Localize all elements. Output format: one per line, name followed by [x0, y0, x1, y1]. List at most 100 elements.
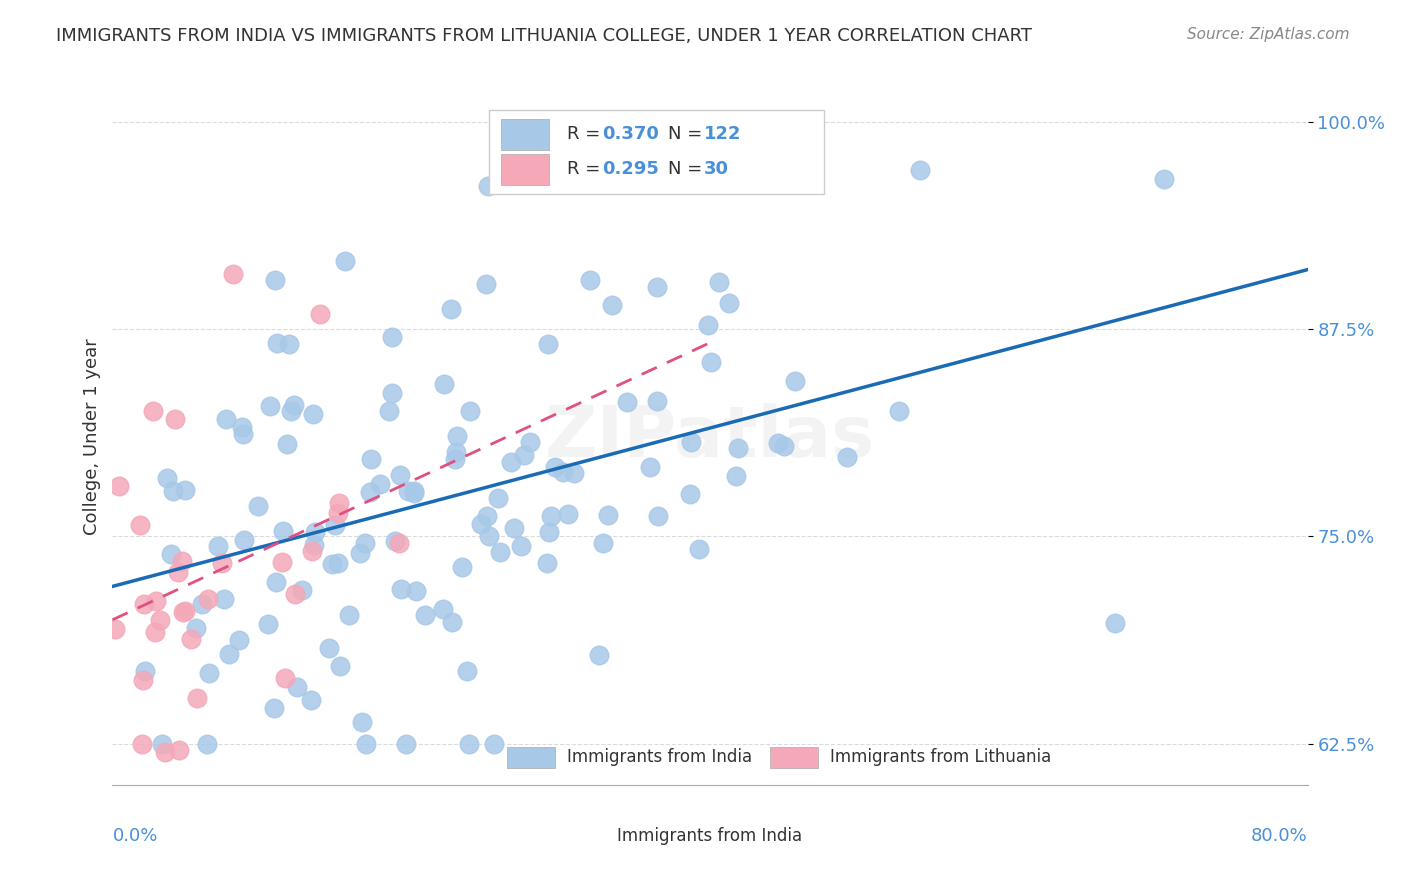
Point — [153, 745, 176, 759]
Text: 0.295: 0.295 — [603, 161, 659, 178]
FancyBboxPatch shape — [770, 747, 818, 767]
Point — [283, 399, 305, 413]
Point — [598, 508, 620, 523]
Point — [299, 692, 322, 706]
Point — [766, 436, 789, 450]
Point — [195, 737, 218, 751]
Point — [211, 556, 233, 570]
Point — [440, 302, 463, 317]
Point — [337, 607, 360, 622]
FancyBboxPatch shape — [501, 119, 548, 150]
Point — [395, 737, 418, 751]
Point — [172, 605, 194, 619]
Point — [887, 404, 910, 418]
Point — [184, 621, 207, 635]
Point — [284, 587, 307, 601]
Text: Immigrants from India: Immigrants from India — [617, 827, 803, 845]
Point — [259, 399, 281, 413]
FancyBboxPatch shape — [489, 110, 824, 194]
Point — [1104, 616, 1126, 631]
Point — [207, 539, 229, 553]
Point — [579, 273, 602, 287]
Point — [679, 435, 702, 450]
Point — [389, 582, 412, 596]
Point — [145, 593, 167, 607]
Point — [174, 483, 197, 498]
Text: 80.0%: 80.0% — [1251, 827, 1308, 845]
FancyBboxPatch shape — [501, 153, 548, 185]
Point — [384, 533, 406, 548]
Point — [191, 597, 214, 611]
Point — [724, 468, 747, 483]
Text: 0.0%: 0.0% — [112, 827, 157, 845]
Point — [700, 355, 723, 369]
Point — [717, 295, 740, 310]
Point — [142, 404, 165, 418]
Point — [519, 434, 541, 449]
Point — [440, 615, 463, 630]
Point — [263, 701, 285, 715]
Point — [104, 622, 127, 636]
Point — [536, 557, 558, 571]
Point — [368, 477, 391, 491]
Point — [405, 584, 427, 599]
Text: ZIPatlas: ZIPatlas — [546, 402, 875, 472]
Point — [186, 691, 208, 706]
Point — [544, 460, 567, 475]
Point — [486, 491, 509, 506]
Point — [432, 602, 454, 616]
Point — [170, 554, 193, 568]
Point — [291, 582, 314, 597]
Point — [167, 743, 190, 757]
Point — [150, 737, 173, 751]
Point — [910, 163, 932, 178]
Point — [274, 671, 297, 685]
Point — [285, 680, 308, 694]
Y-axis label: College, Under 1 year: College, Under 1 year — [83, 339, 101, 535]
Point — [321, 557, 343, 571]
Point — [162, 484, 184, 499]
Point — [271, 524, 294, 538]
Point — [470, 517, 492, 532]
Point — [588, 648, 610, 662]
Point — [540, 508, 562, 523]
Point — [276, 437, 298, 451]
Point — [592, 536, 614, 550]
Point — [277, 337, 299, 351]
Point — [727, 442, 749, 456]
Point — [510, 539, 533, 553]
Point — [134, 664, 156, 678]
Point — [783, 374, 806, 388]
Point — [456, 664, 478, 678]
Point — [478, 529, 501, 543]
Point — [108, 479, 131, 493]
Point — [333, 253, 356, 268]
Point — [562, 466, 585, 480]
Point — [301, 407, 323, 421]
Point — [522, 167, 544, 181]
Point — [446, 429, 468, 443]
Point — [837, 450, 859, 464]
Point — [180, 632, 202, 646]
Point — [308, 307, 330, 321]
Text: R =: R = — [567, 161, 606, 178]
Point — [228, 633, 250, 648]
Point — [349, 546, 371, 560]
Point — [301, 544, 323, 558]
Point — [174, 604, 197, 618]
Point — [215, 411, 238, 425]
Text: IMMIGRANTS FROM INDIA VS IMMIGRANTS FROM LITHUANIA COLLEGE, UNDER 1 YEAR CORRELA: IMMIGRANTS FROM INDIA VS IMMIGRANTS FROM… — [56, 27, 1032, 45]
Point — [232, 427, 254, 442]
Point — [304, 538, 326, 552]
Point — [415, 608, 437, 623]
Text: 122: 122 — [704, 126, 741, 144]
Point — [647, 508, 669, 523]
Point — [444, 445, 467, 459]
Point — [326, 507, 349, 521]
Point — [149, 613, 172, 627]
Point — [160, 547, 183, 561]
Point — [679, 487, 702, 501]
Point — [156, 470, 179, 484]
Point — [402, 486, 425, 500]
Point — [443, 452, 465, 467]
